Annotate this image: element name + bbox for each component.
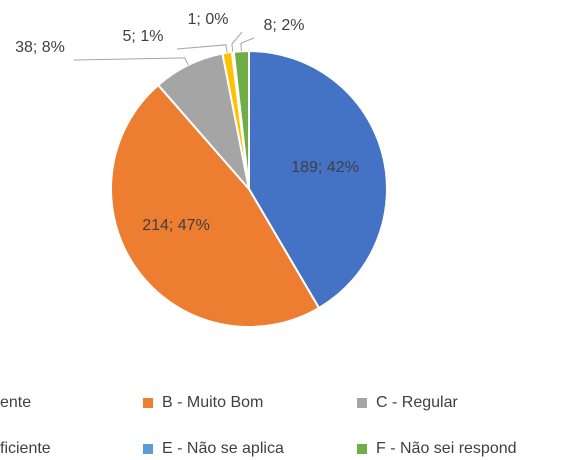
data-label: 1; 0%: [188, 11, 229, 28]
data-label: 5; 1%: [123, 28, 164, 45]
legend-label: E - Não se aplica: [162, 440, 284, 457]
data-label: 214; 47%: [142, 217, 210, 234]
pie-slice: [248, 49, 388, 310]
legend-swatch: [143, 444, 153, 454]
legend-label: F - Não sei respond: [376, 440, 517, 457]
leader-line: [73, 57, 189, 66]
legend-label: B - Muito Bom: [162, 394, 263, 411]
data-label: 189; 42%: [291, 159, 359, 176]
pie-slice: [110, 83, 321, 328]
legend-swatch: [143, 398, 153, 408]
legend-swatch: [357, 444, 367, 454]
legend-label: C - Regular: [376, 394, 458, 411]
leader-line: [176, 44, 228, 53]
leader-line: [240, 37, 255, 52]
legend-swatch: [357, 398, 367, 408]
data-label: 8; 2%: [264, 17, 305, 34]
legend-label: ficiente: [0, 440, 51, 457]
leader-line: [231, 31, 243, 53]
legend-label: ente: [0, 394, 31, 411]
data-label: 38; 8%: [15, 39, 65, 56]
